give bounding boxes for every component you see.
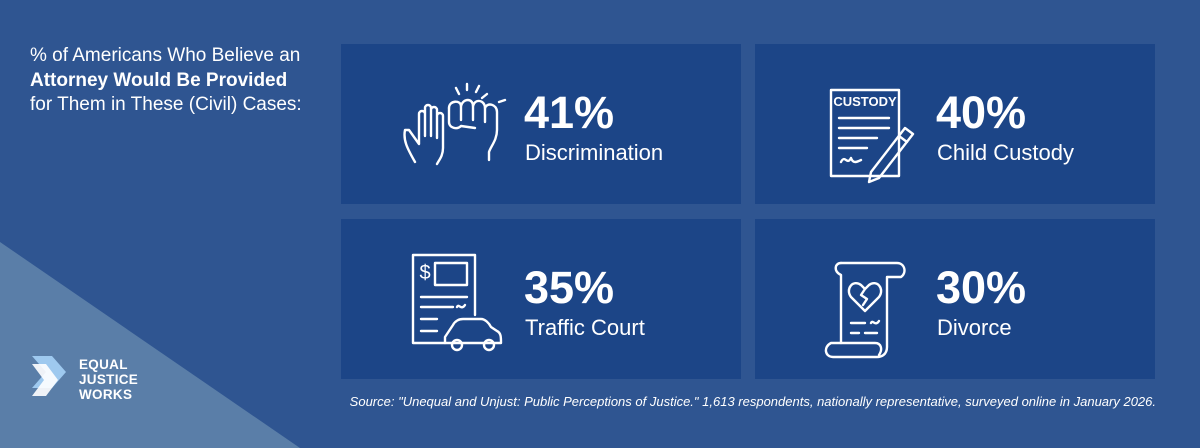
stat-card: 30% Divorce [755,219,1155,379]
icon-divorce [824,261,906,359]
source-note: Source: "Unequal and Unjust: Public Perc… [349,394,1156,409]
icon-hands [403,82,507,166]
icon-text: $ [419,262,430,284]
stat-label: Divorce [937,315,1012,340]
accent-triangle [0,242,300,448]
stat-label: Traffic Court [525,315,645,340]
stat-value: 40% [936,87,1027,138]
icon-traffic: $ [411,253,503,352]
logo-line: WORKS [79,387,133,402]
title-emphasis: Attorney Would Be Provided [30,69,288,91]
title-text: for Them in These (Civil) Cases: [30,94,302,115]
icon-custody: CUSTODY [829,88,915,184]
stat-value: 41% [524,87,615,138]
stat-card: $ 35% Traffic Court [341,219,741,379]
logo-line: JUSTICE [79,372,139,387]
title: % of Americans Who Believe an Attorney W… [30,44,305,118]
icon-text: CUSTODY [833,94,897,109]
stat-card: 41% Discrimination [341,44,741,204]
title-text: % of Americans Who Believe an [30,45,301,66]
logo-text: EQUAL JUSTICE WORKS [79,357,138,402]
stat-value: 30% [936,262,1027,313]
logo-mark [32,356,66,396]
stat-label: Child Custody [937,140,1074,165]
stat-label: Discrimination [525,140,664,165]
stat-value: 35% [524,262,615,313]
logo-line: EQUAL [79,357,128,372]
stat-card: CUSTODY 40% Child Custody [755,44,1155,204]
